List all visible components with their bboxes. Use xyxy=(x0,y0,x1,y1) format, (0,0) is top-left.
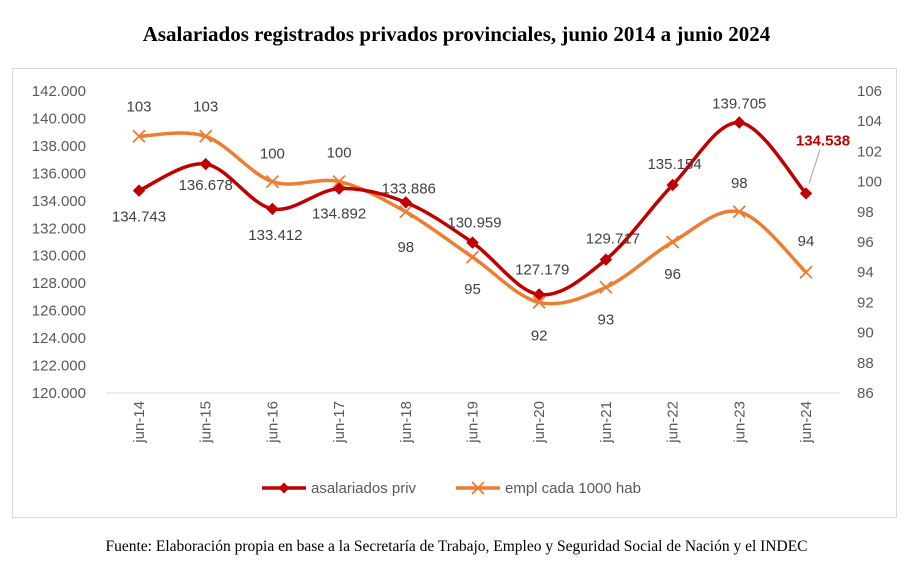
y-right-tick-label: 106 xyxy=(857,83,882,100)
y-right-tick-label: 96 xyxy=(857,234,874,251)
y-left-tick-label: 126.000 xyxy=(32,303,86,320)
y-left-tick-label: 122.000 xyxy=(32,358,86,375)
y-right-tick-label: 90 xyxy=(857,325,874,342)
x-marker xyxy=(332,174,346,189)
y-left-tick-label: 128.000 xyxy=(32,275,86,292)
data-label-asalariados: 134.892 xyxy=(312,206,366,223)
x-marker xyxy=(599,280,613,294)
legend-marker-x xyxy=(471,481,485,495)
data-label-empl: 100 xyxy=(327,145,352,162)
data-label-empl: 103 xyxy=(193,98,218,115)
x-tick-label: jun-14 xyxy=(131,401,148,444)
line-chart: 120.000 122.000 124.000 126.000 128.000 130.0… xyxy=(32,83,882,497)
diamond-marker xyxy=(332,182,346,195)
data-label-empl: 93 xyxy=(598,311,615,328)
data-label-asalariados: 129.717 xyxy=(586,231,640,248)
data-label-empl: 100 xyxy=(260,146,285,163)
diamond-marker xyxy=(466,236,479,249)
leader-line xyxy=(808,149,821,184)
y-right-tick-label: 104 xyxy=(857,113,882,130)
x-marker xyxy=(532,295,546,310)
y-left-tick-label: 134.000 xyxy=(32,193,86,210)
data-label-asalariados: 127.179 xyxy=(515,261,569,278)
x-tick-label: jun-15 xyxy=(198,401,215,444)
data-label-asalariados: 139.705 xyxy=(712,96,766,113)
x-marker xyxy=(199,129,213,143)
legend-marker-diamond xyxy=(278,482,290,494)
data-label-asalariados: 134.743 xyxy=(112,209,166,226)
data-label-asalariados: 130.959 xyxy=(447,215,501,232)
x-marker xyxy=(265,174,280,189)
diamond-marker xyxy=(666,178,679,192)
legend-label-empl: empl cada 1000 hab xyxy=(505,480,641,497)
y-left-tick-label: 136.000 xyxy=(32,165,86,182)
y-left-tick-label: 120.000 xyxy=(32,385,86,402)
y-left-tick-label: 140.000 xyxy=(32,110,86,127)
data-label-empl: 94 xyxy=(798,233,815,250)
y-right-tick-label: 100 xyxy=(857,174,882,191)
data-label-empl: 96 xyxy=(664,266,681,283)
data-label-asalariados: 135.154 xyxy=(647,156,701,173)
diamond-marker xyxy=(266,202,279,216)
y-right-tick-label: 102 xyxy=(857,143,882,160)
diamond-marker xyxy=(532,288,546,301)
y-left-tick-label: 138.000 xyxy=(32,138,86,155)
y-right-tick-label: 92 xyxy=(857,294,874,311)
source-note: Fuente: Elaboración propia en base a la … xyxy=(105,538,808,555)
x-tick-label: jun-24 xyxy=(798,401,815,444)
diamond-marker xyxy=(132,184,146,197)
diamond-marker xyxy=(799,187,813,200)
y-left-tick-label: 142.000 xyxy=(32,83,86,100)
x-tick-label: jun-20 xyxy=(531,401,548,444)
diamond-marker xyxy=(733,116,746,129)
data-label-asalariados: 136.678 xyxy=(179,177,233,194)
x-tick-label: jun-21 xyxy=(598,401,615,444)
data-label-empl: 103 xyxy=(126,98,151,115)
x-marker xyxy=(799,265,813,279)
diamond-marker xyxy=(199,157,212,171)
y-right-tick-label: 88 xyxy=(857,355,874,372)
data-label-asalariados: 134.538 xyxy=(796,132,850,149)
y-left-tick-label: 130.000 xyxy=(32,248,86,265)
x-marker xyxy=(665,235,680,249)
x-marker xyxy=(732,205,746,219)
data-label-asalariados: 133.886 xyxy=(382,180,436,197)
y-left-tick-label: 132.000 xyxy=(32,220,86,237)
chart-area xyxy=(12,68,897,518)
y-right-tick-label: 98 xyxy=(857,204,874,221)
x-tick-label: jun-22 xyxy=(665,401,682,444)
data-label-asalariados: 133.412 xyxy=(248,227,302,244)
y-right-tick-label: 94 xyxy=(857,264,874,281)
data-label-empl: 92 xyxy=(531,327,548,344)
y-left-tick-label: 124.000 xyxy=(32,330,86,347)
x-tick-label: jun-18 xyxy=(398,401,415,444)
x-marker xyxy=(399,205,413,219)
x-tick-label: jun-16 xyxy=(264,401,281,444)
x-marker xyxy=(132,129,146,143)
x-tick-label: jun-23 xyxy=(731,401,748,444)
x-marker xyxy=(465,250,480,264)
data-label-empl: 95 xyxy=(464,281,481,298)
diamond-marker xyxy=(599,253,613,266)
series-line-asalariados xyxy=(138,120,808,297)
diamond-marker xyxy=(399,196,413,209)
x-tick-label: jun-19 xyxy=(465,401,482,444)
y-right-tick-label: 86 xyxy=(857,385,874,402)
data-label-empl: 98 xyxy=(731,175,748,192)
chart-title: Asalariados registrados privados provinc… xyxy=(142,22,771,46)
legend-label-asalariados: asalariados priv xyxy=(311,480,417,497)
data-label-empl: 98 xyxy=(397,239,414,256)
x-tick-label: jun-17 xyxy=(331,401,348,444)
